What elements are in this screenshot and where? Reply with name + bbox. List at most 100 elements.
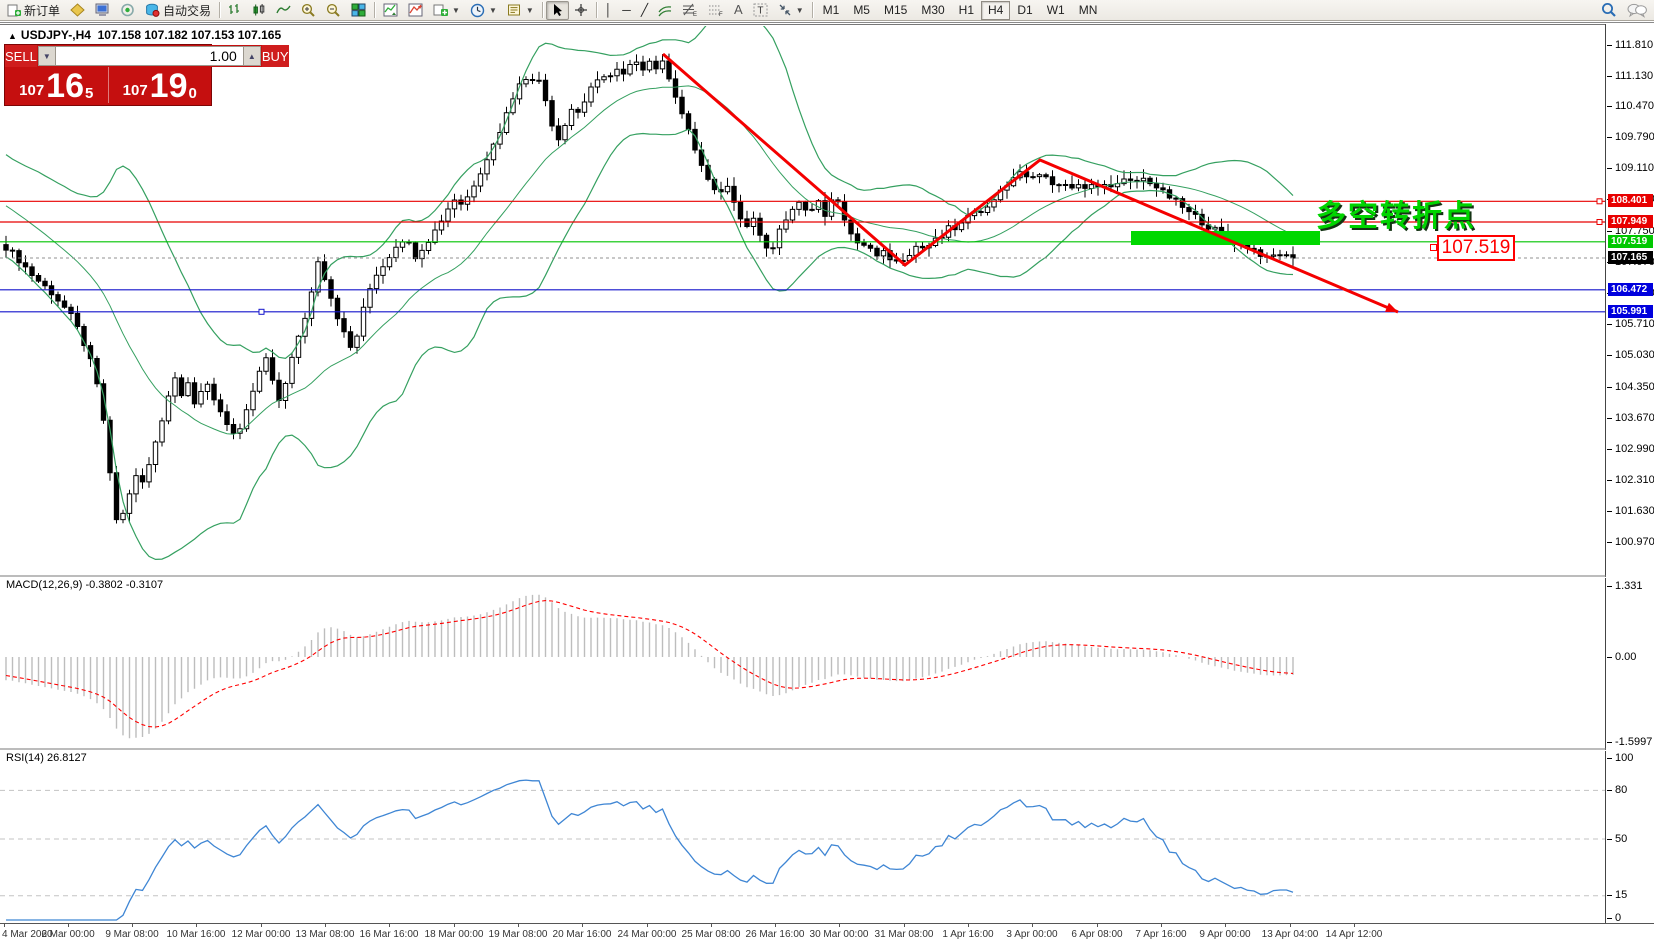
buy-price[interactable]: 107 19 0 [109, 67, 212, 103]
bar-chart-icon [229, 4, 240, 14]
date-tick-label: 6 Apr 08:00 [1071, 929, 1123, 940]
toolbar-separator [595, 2, 597, 18]
zoom-out-button[interactable] [321, 1, 346, 20]
line-handle[interactable] [1596, 219, 1603, 225]
price-tick-label: 110.470 [1615, 100, 1654, 112]
bollinger-bands [5, 26, 1294, 561]
tab-timeframe-m15[interactable]: M15 [883, 3, 908, 17]
volume-increase-button[interactable]: ▲ [242, 46, 261, 66]
price-tick-label: 105.030 [1615, 349, 1654, 361]
date-tick-mark [1032, 924, 1033, 927]
tab-timeframe-h4[interactable]: H4 [981, 0, 1011, 20]
fibonacci-expansion-tool[interactable]: F [703, 1, 729, 20]
terminal-button[interactable] [90, 1, 115, 20]
search-button[interactable] [1596, 1, 1622, 20]
fibonacci-tool[interactable]: E [677, 1, 703, 20]
new-order-button[interactable]: 新订单 [2, 1, 65, 20]
trendline-icon: ╱ [640, 3, 649, 17]
metaeditor-button[interactable] [65, 1, 90, 20]
date-tick-label: 6 Mar 00:00 [41, 929, 95, 940]
line-handle[interactable] [1596, 198, 1603, 205]
price-tick-mark [1607, 45, 1612, 46]
price-tag-annotation[interactable]: 107.519 [1437, 235, 1515, 261]
toolbar-separator [219, 2, 221, 18]
tab-timeframe-mn[interactable]: MN [1078, 3, 1098, 17]
tile-windows-button[interactable] [346, 1, 371, 20]
rsi-tick-mark [1607, 895, 1612, 896]
trend-arrow-line[interactable] [662, 52, 1399, 314]
date-tick-mark [968, 924, 969, 927]
price-level-badge[interactable]: 105.991 [1608, 305, 1653, 318]
chat-button[interactable] [1622, 1, 1652, 20]
line-handle[interactable] [258, 308, 265, 315]
price-tick-mark [1607, 480, 1612, 481]
price-tick-mark [1607, 106, 1612, 107]
chevron-down-icon: ▼ [452, 5, 460, 15]
buy-button[interactable]: BUY [261, 45, 289, 67]
volume-input[interactable] [55, 46, 243, 66]
date-tick-label: 10 Mar 16:00 [166, 929, 226, 940]
periods-button[interactable]: ▼ [465, 1, 502, 20]
indicator-window-button[interactable] [378, 1, 403, 20]
price-tick-label: 107.750 [1615, 225, 1654, 237]
crosshair-tool-button[interactable] [569, 1, 593, 20]
symbol-label: USDJPY-,H4 [20, 28, 91, 42]
price-tick-label: 105.710 [1615, 318, 1654, 330]
horizontal-line-tool[interactable]: ─ [617, 1, 636, 20]
crosshair-icon [574, 4, 587, 16]
channel-tool[interactable] [653, 1, 677, 20]
price-tick-mark [1607, 449, 1612, 450]
volume-decrease-button[interactable]: ▼ [37, 46, 56, 66]
price-level-badge[interactable]: 107.165 [1608, 251, 1653, 264]
collapse-icon[interactable]: ▲ [8, 31, 17, 41]
date-axis[interactable]: 4 Mar 2020 6 Mar 00:00 9 Mar 08:00 10 Mar 1… [0, 923, 1654, 946]
price-level-badge[interactable]: 107.949 [1608, 215, 1653, 228]
toolbar: 新订单 自动交易 [0, 0, 1654, 21]
templates-button[interactable]: ▼ [502, 1, 539, 20]
price-tag-handle[interactable] [1430, 244, 1437, 251]
signals-button[interactable] [115, 1, 140, 20]
turning-point-annotation[interactable]: 多空转折点 [1316, 200, 1476, 233]
line-chart-button[interactable] [271, 1, 296, 20]
vertical-line-tool[interactable]: │ [600, 1, 618, 20]
horizontal-level-lines[interactable] [0, 200, 1606, 313]
chart-ohlc-header: ▲ USDJPY-,H4 107.158 107.182 107.153 107.… [8, 28, 281, 42]
rsi-axis-tick: 50 [1615, 833, 1628, 845]
terminal-icon [95, 3, 109, 16]
trendline-tool[interactable]: ╱ [636, 1, 653, 20]
tab-timeframe-m30[interactable]: M30 [921, 3, 945, 17]
arrows-tool[interactable]: ▼ [773, 1, 809, 20]
autotrading-button[interactable]: 自动交易 [140, 1, 216, 20]
date-tick-label: 7 Apr 16:00 [1135, 929, 1187, 940]
price-axis[interactable]: 111.810 111.130 110.470 109.790 109.110 108.4… [1607, 24, 1654, 924]
chevron-down-icon: ▼ [795, 5, 804, 15]
volume-up-icon: ▲ [247, 51, 256, 61]
tab-timeframe-h1[interactable]: H1 [958, 3, 975, 17]
rsi-axis-tick: 100 [1615, 752, 1634, 764]
text-label-tool[interactable]: T [748, 1, 773, 20]
date-tick-label: 12 Mar 00:00 [231, 929, 291, 940]
tab-timeframe-w1[interactable]: W1 [1046, 3, 1065, 17]
macd-tick-mark [1607, 742, 1612, 743]
text-tool[interactable]: A [729, 1, 748, 20]
sell-price[interactable]: 107 16 5 [5, 67, 109, 103]
tab-timeframe-m1[interactable]: M1 [822, 3, 840, 17]
toolbar-separator [811, 2, 813, 18]
price-tick-mark [1607, 511, 1612, 512]
price-level-badge[interactable]: 107.519 [1608, 235, 1653, 248]
tab-timeframe-m5[interactable]: M5 [853, 3, 870, 17]
add-indicator-button[interactable]: ▼ [428, 1, 465, 20]
bar-chart-button[interactable] [223, 1, 247, 20]
sell-button[interactable]: SELL [5, 45, 37, 67]
chart-shift-button[interactable] [403, 1, 428, 20]
date-tick-mark [261, 924, 262, 927]
macd-tick-mark [1607, 657, 1612, 658]
price-tick-mark [1607, 418, 1612, 419]
price-level-badge[interactable]: 108.401 [1608, 194, 1653, 207]
zoom-in-button[interactable] [296, 1, 321, 20]
cursor-tool-button[interactable] [545, 0, 569, 20]
candlestick-chart-button[interactable] [247, 1, 271, 20]
macd-indicator-label: MACD(12,26,9) -0.3802 -0.3107 [6, 579, 164, 591]
tab-timeframe-d1[interactable]: D1 [1017, 3, 1033, 17]
price-level-badge[interactable]: 106.472 [1608, 283, 1653, 296]
